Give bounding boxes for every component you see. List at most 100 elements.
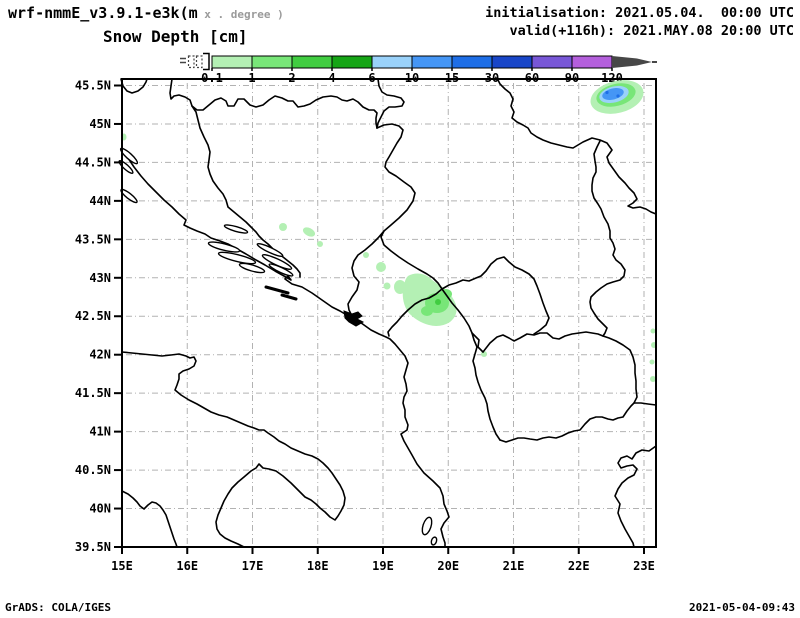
- border-montenegro-albania: [387, 288, 443, 337]
- colorbar-overflow-arrow: [612, 56, 657, 68]
- snow-patch: [383, 282, 391, 290]
- country-borders: [120, 77, 657, 548]
- island: [119, 147, 139, 165]
- island: [217, 251, 257, 265]
- island: [223, 224, 249, 234]
- grads-credit: GrADS: COLA/IGES: [5, 601, 111, 614]
- y-axis-tick-label: 44N: [89, 194, 111, 208]
- model-title-text: wrf-nmmE_v3.9.1-e3k(m: [8, 4, 198, 22]
- snow-patch: [302, 227, 316, 237]
- y-axis-tick-label: 43N: [89, 271, 111, 285]
- island: [264, 285, 290, 295]
- snow-patch-inner: [421, 306, 433, 316]
- colorbar-cell: [371, 55, 413, 69]
- x-axis-tick-label: 22E: [568, 559, 590, 573]
- border-serbia-bulgaria: [589, 140, 626, 337]
- coastline-adriatic-east: [121, 148, 450, 548]
- x-axis-tick-label: 18E: [307, 559, 329, 573]
- island: [256, 242, 284, 258]
- valid-time-label: valid(+116h): 2021.MAY.08 20:00 UTC: [509, 23, 794, 39]
- adriatic-islands: [118, 147, 438, 546]
- snow-patch-cluster-central: [394, 273, 457, 326]
- colorbar-cell: [451, 55, 493, 69]
- border-greece-bulgaria: [633, 402, 657, 406]
- border-kosovo-west: [441, 288, 484, 353]
- overflow-arrow-icon: [612, 56, 652, 68]
- snow-patch: [363, 252, 369, 258]
- snow-patch: [376, 262, 386, 272]
- border-macedonia-bulgaria: [602, 335, 638, 404]
- y-axis-tick-label: 42.5N: [75, 309, 111, 323]
- y-axis-tick-label: 43.5N: [75, 232, 111, 246]
- colorbar-cell: [291, 55, 333, 69]
- coastline-italy-adriatic: [121, 351, 346, 548]
- x-axis-tick-label: 19E: [372, 559, 394, 573]
- border-bosnia-montenegro: [347, 230, 385, 315]
- border-serbia-romania-danube: [496, 77, 657, 215]
- creation-timestamp: 2021-05-04-09:43: [689, 601, 795, 614]
- lat-lon-gridlines: [122, 79, 656, 547]
- boka-kotorska-inlet: [343, 310, 365, 327]
- colorbar-cell: [211, 55, 253, 69]
- x-axis-tick-label: 17E: [242, 559, 264, 573]
- snow-depth-patches: [121, 80, 657, 382]
- snow-patch-cluster-northeast: [590, 80, 644, 114]
- snow-patch-core: [605, 90, 609, 95]
- below-range-bracket-icon: [203, 52, 210, 71]
- colorbar-cell: [251, 55, 293, 69]
- border-croatia-bosnia-west: [191, 105, 301, 278]
- x-axis-tick-label: 16E: [176, 559, 198, 573]
- below-range-box-icon: [187, 55, 195, 69]
- border-croatia-north: [169, 78, 378, 129]
- coastline-italy-calabria: [121, 490, 178, 548]
- island: [207, 241, 241, 253]
- island: [238, 262, 266, 274]
- snow-patch: [317, 241, 323, 247]
- y-axis-tick-label: 44.5N: [75, 155, 111, 169]
- initialisation-label: initialisation: 2021.05.04. 00:00 UTC: [485, 5, 794, 21]
- y-axis-tick-label: 45.5N: [75, 79, 111, 93]
- border-drina: [376, 123, 443, 290]
- snow-patch: [649, 359, 655, 365]
- island: [268, 263, 294, 277]
- snow-patch: [279, 223, 287, 231]
- colorbar-below-range-marks: [180, 52, 210, 71]
- colorbar-cell: [331, 55, 373, 69]
- below-range-box-icon: [195, 55, 203, 69]
- snow-patch: [650, 328, 656, 334]
- coastline-istria-island: [120, 78, 148, 94]
- colorbar-cell: [411, 55, 453, 69]
- island: [280, 293, 298, 301]
- y-axis-tick-label: 45N: [89, 117, 111, 131]
- border-macedonia-north: [482, 331, 604, 353]
- border-danube-vukovar: [376, 78, 405, 129]
- y-axis-tick-label: 40N: [89, 502, 111, 516]
- border-albania-east: [471, 332, 501, 441]
- island-corfu: [421, 516, 433, 536]
- island: [430, 536, 438, 546]
- map-frame: [121, 78, 657, 548]
- y-axis-tick-label: 39.5N: [75, 540, 111, 554]
- border-kosovo: [441, 256, 550, 335]
- y-axis-tick-label: 42N: [89, 348, 111, 362]
- map-axes: 15E 16E 17E 18E 19E 20E 21E 22E 23E 45.5N 45N 44.5N…: [75, 79, 655, 573]
- y-axis-tick-label: 40.5N: [75, 463, 111, 477]
- x-axis-tick-label: 15E: [111, 559, 133, 573]
- colorbar-cell: [571, 55, 613, 69]
- model-title-units: x . degree ): [197, 8, 284, 21]
- colorbar-legend: 0.1 1 2 4 6 10 15 30 60 90 120: [201, 55, 623, 85]
- y-axis-tick-label: 41.5N: [75, 386, 111, 400]
- snow-patch-core: [435, 299, 441, 305]
- plot-subtitle: Snow Depth [cm]: [103, 27, 248, 46]
- colorbar-cell: [531, 55, 573, 69]
- model-title: wrf-nmmE_v3.9.1-e3k(m x . degree ): [8, 4, 284, 22]
- border-greece-macedonia: [499, 402, 635, 443]
- snow-patch-core: [616, 94, 620, 98]
- coastline-greece-chalkidiki: [614, 445, 657, 548]
- x-axis-tick-label: 20E: [437, 559, 459, 573]
- x-axis-tick-label: 23E: [633, 559, 655, 573]
- y-axis-tick-label: 41N: [89, 425, 111, 439]
- x-axis-tick-label: 21E: [503, 559, 525, 573]
- snow-patch: [650, 376, 656, 382]
